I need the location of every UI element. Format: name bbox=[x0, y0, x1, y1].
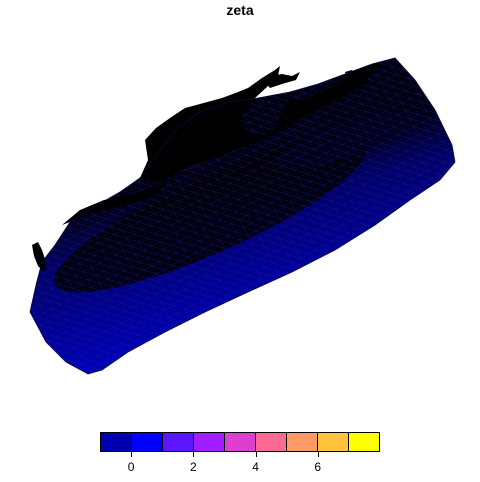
colorbar-tick-label: 0 bbox=[127, 460, 135, 474]
colorbar-tick bbox=[317, 452, 319, 457]
plot-title: zeta bbox=[226, 2, 254, 18]
colorbar bbox=[100, 432, 380, 452]
colorbar-swatch bbox=[101, 433, 131, 451]
colorbar-swatch bbox=[255, 433, 286, 451]
land-masses bbox=[32, 62, 380, 272]
colorbar-swatch bbox=[317, 433, 348, 451]
colorbar-axis: 0 2 4 6 bbox=[0, 452, 480, 482]
colorbar-swatch bbox=[131, 433, 162, 451]
colorbar-tick bbox=[193, 452, 195, 457]
colorbar-swatch bbox=[348, 433, 379, 451]
inlet-west bbox=[32, 242, 46, 272]
mainland-coast bbox=[140, 62, 380, 182]
colorbar-swatch bbox=[224, 433, 255, 451]
colorbar-tick bbox=[131, 452, 133, 457]
colorbar-swatch bbox=[193, 433, 224, 451]
mesh-map bbox=[29, 57, 456, 375]
long-island bbox=[62, 182, 166, 225]
cape-hook bbox=[345, 70, 356, 80]
colorbar-tick-label: 6 bbox=[314, 460, 322, 474]
colorbar-tick bbox=[255, 452, 257, 457]
model-domain bbox=[30, 58, 455, 374]
colorbar-swatch bbox=[162, 433, 193, 451]
peninsula-east bbox=[262, 72, 300, 88]
colorbar-tick-label: 4 bbox=[252, 460, 259, 474]
colorbar-tick-label: 2 bbox=[189, 460, 197, 474]
colorbar-swatch bbox=[286, 433, 317, 451]
